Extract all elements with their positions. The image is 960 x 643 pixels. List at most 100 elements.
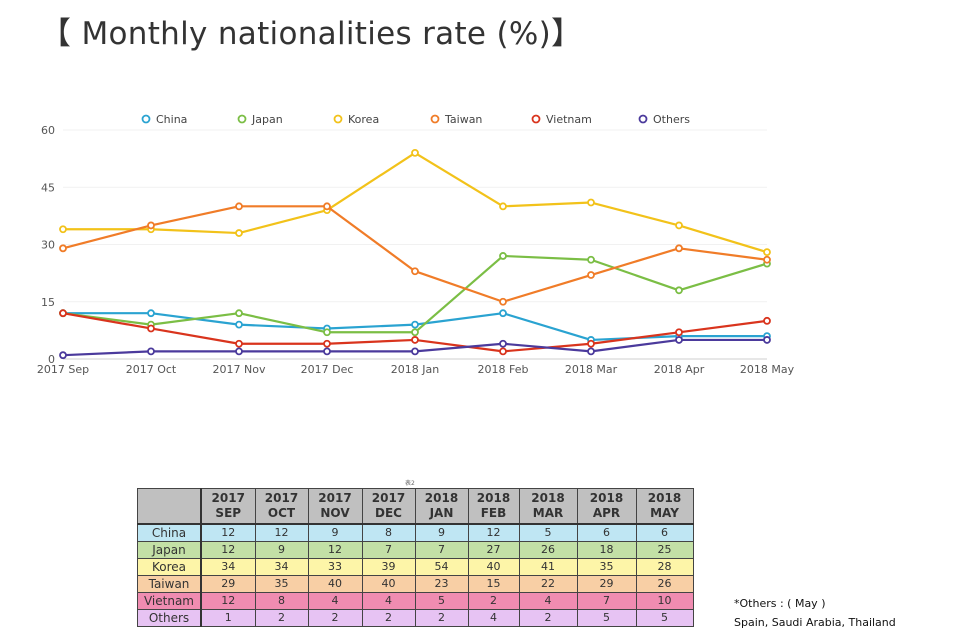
data-point <box>235 339 243 348</box>
x-tick-label: 2018 Mar <box>565 363 618 376</box>
x-tick-label: 2018 Feb <box>478 363 529 376</box>
table-col-header: 2017 SEP <box>200 488 256 525</box>
data-point <box>499 309 507 318</box>
table-cell: 27 <box>467 541 520 559</box>
data-point <box>323 347 331 356</box>
table-cell: 29 <box>576 575 637 593</box>
table-row-label: Others <box>137 609 202 627</box>
x-tick-label: 2018 Apr <box>654 363 705 376</box>
data-point <box>587 339 595 348</box>
data-point <box>323 328 331 337</box>
data-point <box>411 267 419 276</box>
data-point <box>147 221 155 230</box>
table-cell: 7 <box>361 541 416 559</box>
table-cell: 29 <box>200 575 256 593</box>
table-cell: 2 <box>518 609 578 627</box>
table-cell: 12 <box>467 523 520 542</box>
x-tick-label: 2017 Dec <box>301 363 354 376</box>
table-cell: 12 <box>200 592 256 610</box>
legend-label: Korea <box>348 113 379 126</box>
col-header-year: 2017 <box>264 491 299 505</box>
data-table: 2017 SEP 2017 OCT 2017 NOV 2017 DEC 2018 JAN 2018 F… <box>137 488 694 627</box>
data-point <box>411 149 419 157</box>
data-point <box>763 248 771 257</box>
y-tick-label: 15 <box>41 296 55 309</box>
col-header-month: MAR <box>532 506 564 520</box>
table-col-header: 2017 OCT <box>254 488 309 525</box>
data-point <box>235 309 243 318</box>
legend-marker <box>141 114 151 124</box>
legend-label: Vietnam <box>546 113 592 126</box>
table-cell: 34 <box>200 558 256 576</box>
table-caption: 表2 <box>405 480 415 487</box>
col-header-year: 2017 <box>371 491 406 505</box>
table-cell: 4 <box>361 592 416 610</box>
table-row: Japan 12 9 12 7 7 27 26 18 25 <box>137 541 694 559</box>
table-col-header: 2018 MAY <box>635 488 694 525</box>
data-point <box>323 202 331 211</box>
table-cell: 4 <box>467 609 520 627</box>
data-point <box>59 225 67 234</box>
col-header-month: OCT <box>267 506 296 520</box>
table-cell: 9 <box>254 541 309 559</box>
table-cell: 26 <box>635 575 694 593</box>
data-point <box>235 229 243 237</box>
legend-marker <box>531 114 541 124</box>
col-header-year: 2018 <box>531 491 565 505</box>
others-note-countries: Spain, Saudi Arabia, Thailand <box>734 616 896 629</box>
data-point <box>147 347 155 356</box>
data-point <box>59 244 67 253</box>
data-point <box>675 221 683 230</box>
x-tick-label: 2017 Nov <box>213 363 266 376</box>
table-col-header: 2017 DEC <box>361 488 416 525</box>
page-title: 【 Monthly nationalities rate (%)】 <box>40 16 583 52</box>
col-header-month: DEC <box>375 506 402 520</box>
data-point <box>587 198 595 207</box>
data-point <box>499 252 507 260</box>
data-point <box>763 255 771 264</box>
table-cell: 5 <box>635 609 694 627</box>
table-cell: 40 <box>467 558 520 576</box>
table-row: Korea 34 34 33 39 54 40 41 35 28 <box>137 558 694 576</box>
table-cell: 5 <box>414 592 469 610</box>
data-point <box>587 271 595 279</box>
table-cell: 2 <box>467 592 520 610</box>
table-col-header: 2017 NOV <box>307 488 363 525</box>
table-cell: 12 <box>200 523 256 542</box>
table-col-header: 2018 JAN <box>414 488 469 525</box>
table-cell: 41 <box>518 558 578 576</box>
table-cell: 2 <box>254 609 309 627</box>
col-header-year: 2018 <box>424 491 459 505</box>
table-corner-cell <box>137 488 202 525</box>
table-cell: 1 <box>200 609 256 627</box>
data-point <box>499 347 507 356</box>
data-point <box>147 324 155 333</box>
data-point <box>675 286 683 295</box>
table-cell: 35 <box>254 575 309 593</box>
table-cell: 23 <box>414 575 469 593</box>
table-cell: 12 <box>307 541 363 559</box>
table-row: Vietnam 12 8 4 4 5 2 4 7 10 <box>137 592 694 610</box>
table-cell: 2 <box>414 609 469 627</box>
data-point <box>499 339 507 348</box>
data-point <box>675 336 683 344</box>
data-point <box>587 347 595 356</box>
col-header-month: APR <box>592 506 621 520</box>
table-cell: 2 <box>307 609 363 627</box>
table-cell: 2 <box>361 609 416 627</box>
y-tick-label: 45 <box>41 181 55 194</box>
data-point <box>411 320 419 329</box>
x-tick-label: 2018 Jan <box>391 363 439 376</box>
data-point <box>235 320 243 329</box>
col-header-month: NOV <box>320 506 350 520</box>
table-col-header: 2018 FEB <box>467 488 520 525</box>
table-cell: 25 <box>635 541 694 559</box>
table-cell: 40 <box>307 575 363 593</box>
col-header-month: MAY <box>650 506 679 520</box>
table-col-header: 2018 APR <box>576 488 637 525</box>
x-tick-label: 2018 May <box>740 363 795 376</box>
legend-label: Japan <box>251 113 283 126</box>
table-cell: 6 <box>576 523 637 542</box>
data-point <box>675 244 683 253</box>
table-cell: 34 <box>254 558 309 576</box>
